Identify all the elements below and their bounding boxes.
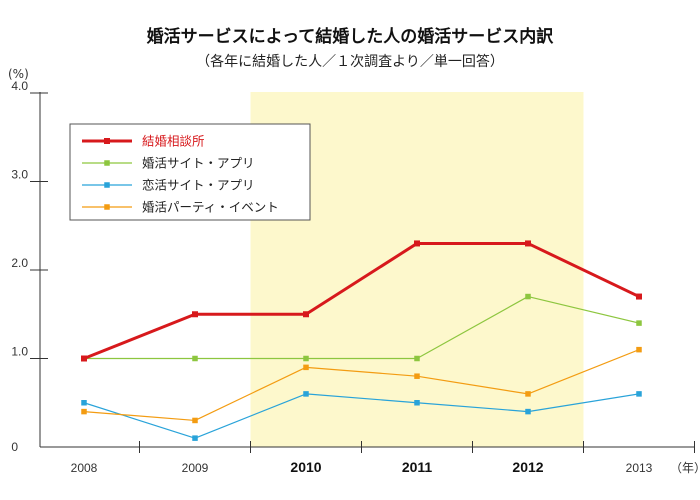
data-point <box>81 400 87 406</box>
legend-label: 婚活サイト・アプリ <box>142 156 255 171</box>
data-point <box>636 293 642 300</box>
data-point <box>192 355 198 362</box>
legend-swatch-marker <box>104 160 110 166</box>
data-point <box>192 311 198 318</box>
series-2 <box>81 391 642 441</box>
data-point <box>81 355 87 362</box>
data-point <box>636 346 642 353</box>
legend-label: 結婚相談所 <box>142 134 205 149</box>
x-tick-label: 2011 <box>402 459 433 475</box>
y-tick-label: 2.0 <box>11 256 28 270</box>
series-line <box>83 393 640 439</box>
legend-label: 婚活パーティ・イベント <box>142 200 279 215</box>
data-point <box>192 417 198 424</box>
data-point <box>303 391 309 397</box>
data-point <box>525 391 531 397</box>
y-tick-label: 1.0 <box>11 345 28 359</box>
y-tick-label: 0 <box>11 440 18 454</box>
data-point <box>303 364 309 371</box>
data-point <box>636 320 642 326</box>
x-unit-label: （年） <box>670 461 700 475</box>
y-unit-label: (%) <box>8 67 29 81</box>
x-tick-label: 2008 <box>71 461 98 475</box>
y-tick-label: 4.0 <box>11 79 28 93</box>
data-point <box>414 400 420 406</box>
series-0 <box>81 240 642 362</box>
data-point <box>303 311 309 318</box>
series-line <box>84 295 640 360</box>
data-point <box>525 408 531 415</box>
chart-subtitle: （各年に結婚した人／１次調査より／単一回答） <box>196 53 504 70</box>
x-tick-label: 2010 <box>290 459 321 475</box>
data-point <box>192 435 198 441</box>
x-tick-label: 2009 <box>182 461 209 475</box>
legend-label: 恋活サイト・アプリ <box>142 178 255 193</box>
x-tick-label: 2012 <box>512 459 543 475</box>
legend-swatch-marker <box>104 138 110 144</box>
data-point <box>525 240 531 247</box>
data-point <box>414 373 420 379</box>
data-point <box>303 355 309 362</box>
data-point <box>414 240 420 247</box>
legend-swatch-marker <box>104 204 110 210</box>
data-point <box>636 391 642 397</box>
series-3 <box>81 346 642 424</box>
legend-swatch-marker <box>104 182 110 188</box>
chart-title: 婚活サービスによって結婚した人の婚活サービス内訳 <box>147 26 555 47</box>
data-point <box>81 408 87 415</box>
data-point <box>414 355 420 362</box>
x-tick-label: 2013 <box>626 461 653 475</box>
series-line <box>83 241 640 360</box>
series-line <box>83 349 640 422</box>
y-tick-label: 3.0 <box>11 168 28 182</box>
data-point <box>525 293 531 300</box>
